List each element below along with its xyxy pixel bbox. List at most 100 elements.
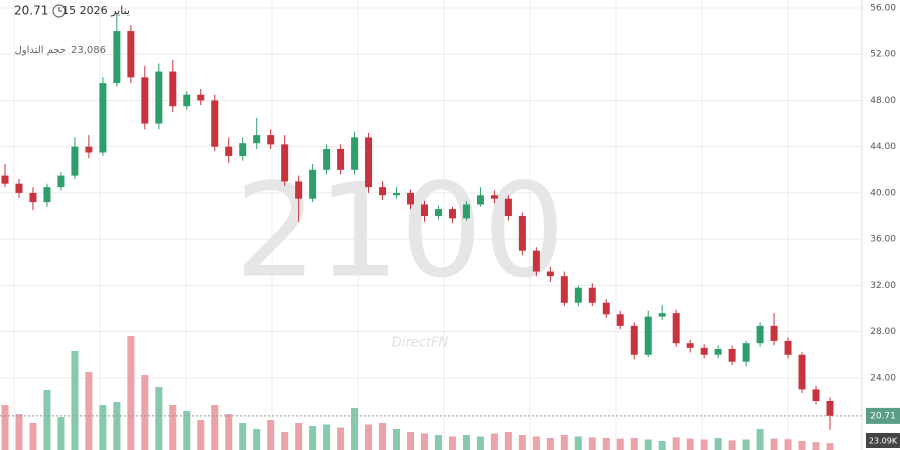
volume-bar — [295, 423, 303, 450]
candle-body — [602, 302, 610, 315]
price-label: 20.71 — [14, 4, 48, 18]
candle-body — [798, 354, 806, 390]
y-tick-label: 40.00 — [870, 188, 896, 198]
volume-bar — [784, 439, 792, 450]
candle-body — [756, 325, 764, 344]
y-tick-label: 24.00 — [870, 373, 896, 383]
volume-bar — [798, 441, 806, 450]
candle-body — [434, 209, 442, 217]
volume-bar — [1, 405, 9, 450]
volume-bar — [407, 432, 415, 450]
plot — [0, 13, 862, 450]
candle-body — [365, 137, 373, 188]
candle-body — [784, 340, 792, 355]
candle-body — [253, 135, 261, 144]
y-tick-label: 56.00 — [870, 3, 896, 13]
volume-bar — [448, 436, 456, 450]
volume-bar — [644, 439, 652, 450]
watermark: 2100 — [235, 155, 566, 307]
volume-bar — [420, 433, 428, 450]
candle-body — [407, 192, 415, 205]
candle-body — [239, 143, 247, 156]
brand: DirectFN — [392, 336, 449, 351]
candle-body — [448, 209, 456, 219]
candle-body — [812, 389, 820, 401]
volume-bar — [560, 435, 568, 450]
volume-bar — [518, 435, 526, 450]
volume-bar — [85, 372, 93, 450]
candle-body — [616, 314, 624, 326]
grid — [0, 0, 862, 450]
volume-bar — [588, 437, 596, 450]
volume-bar — [225, 414, 233, 450]
candle-body — [29, 192, 37, 203]
volume-bar — [742, 439, 750, 450]
candle-body — [518, 216, 526, 251]
volume-bar — [826, 443, 834, 450]
volume-bar — [43, 390, 51, 450]
y-tick-label: 48.00 — [870, 96, 896, 106]
candle-body — [71, 146, 79, 176]
candle-body — [225, 146, 233, 156]
volume-bar — [434, 435, 442, 450]
volume-value: 23,086 — [71, 45, 106, 56]
y-tick-label: 36.00 — [870, 235, 896, 245]
candle-body — [309, 169, 317, 199]
volume-bar — [197, 420, 205, 450]
volume-bar — [672, 437, 680, 450]
volume-bar — [99, 405, 107, 450]
volume-bar — [714, 438, 722, 450]
volume-bar — [183, 411, 191, 450]
volume-bar — [351, 408, 359, 450]
candle-body — [99, 83, 107, 153]
last-volume-tag — [866, 433, 900, 448]
volume-bar — [630, 438, 638, 450]
volume-title: حجم التداول — [15, 45, 66, 56]
last-price-text: 20.71 — [870, 411, 896, 421]
candle-body — [197, 94, 205, 101]
volume-bar — [728, 440, 736, 450]
candle-body — [1, 175, 9, 184]
y-tick-label: 28.00 — [870, 327, 896, 337]
candle-body — [183, 94, 191, 107]
volume-bar — [574, 436, 582, 450]
y-tick-label: 44.00 — [870, 142, 896, 152]
candle-body — [393, 192, 401, 196]
candle-body — [490, 195, 498, 199]
volume-bar — [490, 433, 498, 450]
volume-bar — [155, 387, 163, 450]
volume-bar — [15, 414, 23, 450]
candle-body — [560, 276, 568, 303]
volume-bar — [211, 405, 219, 450]
volume-bar — [113, 402, 121, 450]
candle-body — [462, 204, 470, 219]
volume-bar — [476, 436, 484, 450]
candle-body — [700, 347, 708, 355]
candle-body — [672, 313, 680, 344]
candle-body — [504, 198, 512, 217]
candle-body — [337, 148, 345, 170]
volume-bar — [379, 423, 387, 450]
candle-body — [714, 348, 722, 355]
candle-body — [169, 71, 177, 107]
candle-body — [267, 135, 275, 145]
volume-bar — [546, 438, 554, 450]
volume-bar — [770, 438, 778, 450]
candle-body — [141, 77, 149, 124]
volume-bar — [532, 436, 540, 450]
candle-body — [658, 313, 666, 317]
volume-bar — [57, 417, 65, 450]
volume-bar — [602, 438, 610, 450]
volume-bar — [616, 438, 624, 450]
candle-body — [281, 144, 289, 182]
clock-hand — [58, 7, 62, 12]
volume-bar — [700, 439, 708, 450]
candle-body — [155, 71, 163, 124]
volume-bar — [71, 351, 79, 450]
volume-bar — [393, 429, 401, 450]
volume-bar — [239, 423, 247, 450]
candle-body — [686, 343, 694, 348]
volume-bar — [337, 427, 345, 450]
